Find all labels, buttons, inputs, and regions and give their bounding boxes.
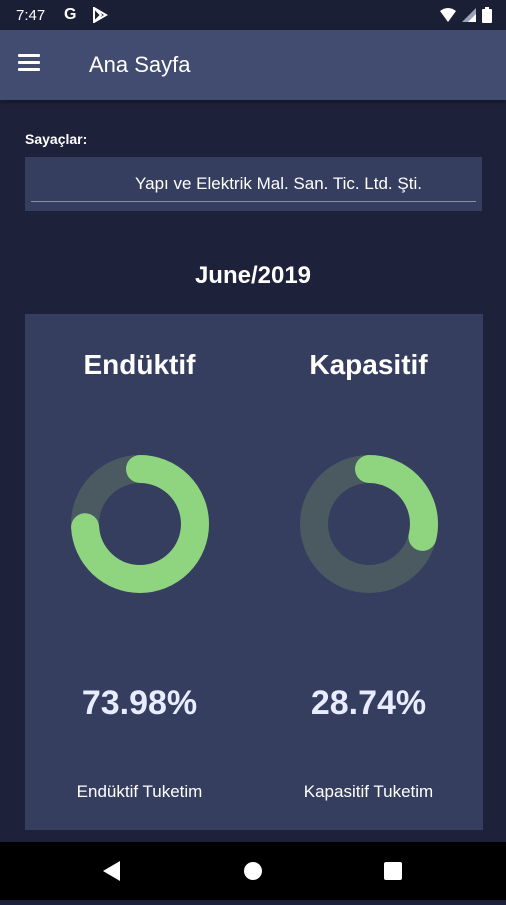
inductive-title: Endüktif: [83, 349, 196, 380]
app-bar: Ana Sayfa: [0, 30, 506, 100]
capacitive-caption: Kapasitif Tuketim: [303, 782, 434, 801]
capacitive-title: Kapasitif: [309, 349, 428, 380]
home-circle-icon[interactable]: [223, 842, 283, 900]
capacitive-percent: 28.74%: [310, 684, 427, 722]
capacitive-donut-arc: [300, 455, 438, 593]
back-triangle-icon[interactable]: [82, 842, 142, 900]
period-label: June/2019: [194, 262, 312, 289]
hamburger-menu-icon[interactable]: [18, 50, 52, 80]
wifi-icon: [440, 8, 456, 27]
status-bar: 7:47 G: [0, 0, 506, 30]
recents-square-icon[interactable]: [363, 842, 423, 900]
capacitive-column: Kapasitif 28.74% Kapasitif Tuketim: [254, 314, 483, 830]
inductive-column: Endüktif 73.98% Endüktif Tuketim: [25, 314, 254, 830]
battery-icon: [482, 7, 492, 28]
capacitive-donut-chart: [300, 455, 438, 593]
inductive-donut-chart: [71, 455, 209, 593]
status-time: 7:47: [16, 7, 46, 24]
play-store-notification-icon: [92, 6, 108, 28]
consumption-card: Endüktif 73.98% Endüktif Tuketim Kapasit…: [25, 314, 483, 830]
system-nav-bar: [0, 842, 506, 900]
meter-select-underline: [31, 201, 476, 202]
meter-select-value: Yapı ve Elektrik Mal. San. Tic. Ltd. Şti…: [135, 174, 422, 193]
google-icon: G: [64, 6, 77, 23]
inductive-caption: Endüktif Tuketim: [76, 782, 203, 801]
inductive-percent: 73.98%: [81, 684, 198, 722]
inductive-donut-arc: [71, 455, 209, 593]
meters-label: Sayaçlar:: [25, 131, 88, 147]
meter-select-dropdown[interactable]: Yapı ve Elektrik Mal. San. Tic. Ltd. Şti…: [25, 157, 482, 211]
signal-icon: [462, 8, 476, 27]
page-title: Ana Sayfa: [89, 52, 191, 77]
